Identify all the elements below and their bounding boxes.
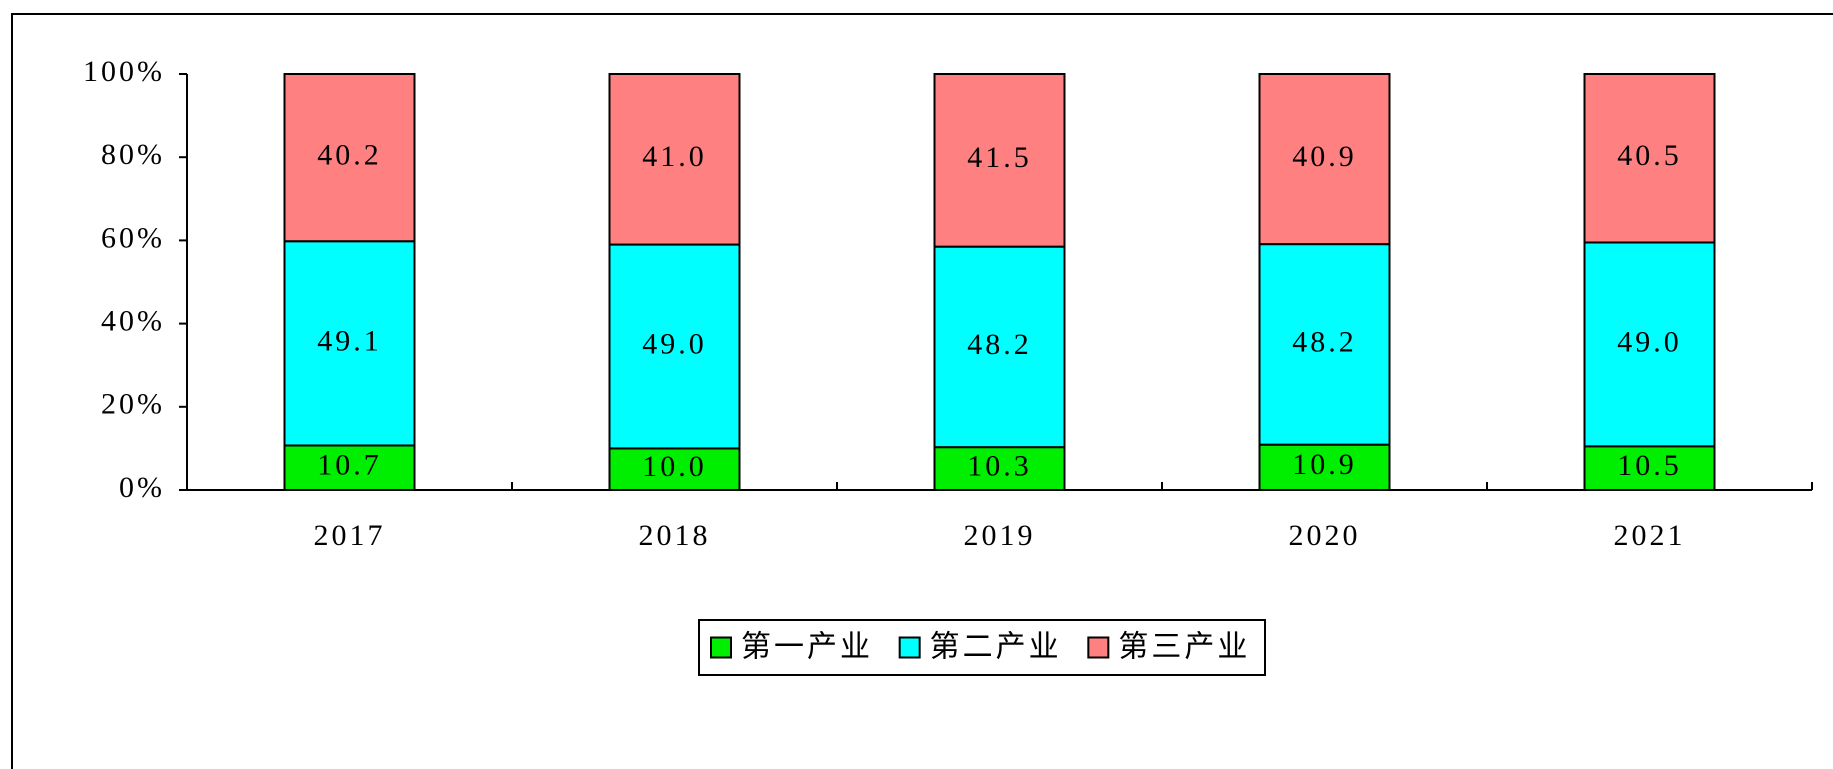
data-label: 41.0 — [642, 140, 707, 173]
y-tick-label: 20% — [101, 388, 165, 421]
bar-segment — [933, 245, 1066, 449]
legend-swatch — [898, 636, 921, 659]
data-label: 10.9 — [1292, 448, 1357, 481]
y-tick-label: 0% — [119, 471, 165, 504]
data-label: 10.7 — [317, 449, 382, 482]
legend-label: 第一产业 — [741, 630, 873, 663]
data-label: 40.2 — [317, 139, 382, 172]
data-label: 40.5 — [1617, 139, 1682, 172]
bar-segment — [933, 73, 1066, 248]
data-label: 41.5 — [967, 141, 1032, 174]
data-label: 48.2 — [967, 328, 1032, 361]
x-tick-label: 2019 — [964, 519, 1036, 552]
x-tick-label: 2018 — [639, 519, 711, 552]
legend-box — [698, 619, 1266, 676]
bar-segment — [283, 73, 416, 243]
data-label: 10.0 — [642, 450, 707, 483]
x-tick-label: 2021 — [1614, 519, 1686, 552]
bar-segment — [608, 447, 741, 491]
legend-swatch — [710, 636, 732, 659]
bar-segment — [1583, 445, 1716, 492]
chart-frame — [11, 13, 1833, 769]
bar-segment — [1583, 241, 1716, 448]
data-label: 10.3 — [967, 449, 1032, 482]
bar-segment — [1258, 243, 1391, 446]
bar-segment — [933, 446, 1066, 492]
data-label: 49.0 — [1617, 325, 1682, 358]
legend-swatch — [1087, 636, 1110, 659]
bar-segment — [608, 73, 741, 246]
x-tick-label: 2017 — [314, 519, 386, 552]
y-tick-label: 100% — [83, 55, 165, 88]
legend-label: 第三产业 — [1118, 630, 1250, 663]
bar-segment — [1583, 73, 1716, 244]
data-label: 49.1 — [317, 324, 382, 357]
legend-label: 第二产业 — [930, 630, 1062, 663]
data-label: 40.9 — [1292, 140, 1357, 173]
y-tick-label: 40% — [101, 304, 165, 337]
data-label: 48.2 — [1292, 325, 1357, 358]
bar-segment — [608, 243, 741, 450]
data-label: 49.0 — [642, 327, 707, 360]
x-tick-label: 2020 — [1289, 519, 1361, 552]
bar-segment — [283, 240, 416, 447]
bar-segment — [1258, 73, 1391, 246]
y-tick-label: 60% — [101, 221, 165, 254]
data-label: 10.5 — [1617, 449, 1682, 482]
y-tick-label: 80% — [101, 138, 165, 171]
bar-segment — [283, 444, 416, 492]
